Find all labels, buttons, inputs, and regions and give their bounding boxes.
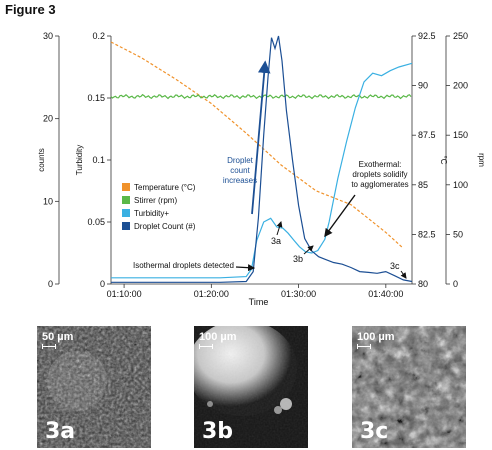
legend-swatch <box>122 196 130 204</box>
exothermal-label: droplets solidify <box>352 170 407 179</box>
x-tick-label: 01:10:00 <box>107 289 142 299</box>
x-axis-label: Time <box>249 297 269 307</box>
counts-tick-label: 20 <box>43 114 53 124</box>
micrograph-tag: 3c <box>360 419 389 444</box>
x-tick-label: 01:40:00 <box>368 289 403 299</box>
micrograph-tag: 3a <box>45 419 76 444</box>
label-3a-arrow <box>276 221 283 236</box>
stirrer-tick-label: 200 <box>453 81 468 91</box>
series-line-droplet-count <box>111 35 413 283</box>
figure-title: Figure 3 <box>5 2 56 17</box>
temperature-tick-label: 87.5 <box>418 130 436 140</box>
x-tick-label: 01:30:00 <box>281 289 316 299</box>
stirrer-tick-label: 250 <box>453 31 468 41</box>
micrograph-3c-texture <box>352 326 466 448</box>
droplet-increase-label: increases <box>223 176 257 185</box>
scale-label: 50 µm <box>42 331 74 343</box>
scale-bar <box>42 344 56 349</box>
legend-swatch <box>122 183 130 191</box>
micrograph-3b-texture <box>194 326 308 448</box>
label-3c-arrow <box>400 270 407 279</box>
exothermal-label: to agglomerates <box>351 180 408 189</box>
temperature-tick-label: 90 <box>418 81 428 91</box>
temperature-tick-label: 92.5 <box>418 31 436 41</box>
counts-axis-label: counts <box>37 148 46 172</box>
stirrer-tick-label: 100 <box>453 180 468 190</box>
turbidity-tick-label: 0.2 <box>92 31 105 41</box>
droplet-increase-arrow <box>251 60 271 215</box>
micrograph-tag: 3b <box>202 419 234 444</box>
turbidity-tick-label: 0.05 <box>87 217 105 227</box>
scale-bar <box>357 344 371 349</box>
stirrer-axis-label: rpm <box>477 153 486 167</box>
stirrer-tick-label: 150 <box>453 130 468 140</box>
legend-swatch <box>122 222 130 230</box>
turbidity-axis-label: Turbidity <box>75 145 84 175</box>
exothermal-label: Exothermal: <box>359 160 402 169</box>
label-3b: 3b <box>293 254 303 264</box>
micrograph-3c: 100 µm 3c <box>352 326 466 448</box>
turbidity-tick-label: 0 <box>100 279 105 289</box>
series-line-temperature-c <box>110 41 404 249</box>
label-3b-arrow <box>303 245 314 255</box>
micrograph-3a-texture <box>37 326 151 448</box>
droplet-increase-label: count <box>230 166 250 175</box>
label-3c: 3c <box>390 261 400 271</box>
counts-tick-label: 0 <box>48 279 53 289</box>
legend-label: Droplet Count (#) <box>134 222 196 231</box>
x-tick-label: 01:20:00 <box>194 289 229 299</box>
process-chart: 0 10 20 30 counts 0 0.05 0.1 0.15 0.2 Turbidity 80 8… <box>37 31 486 307</box>
turbidity-tick-label: 0.15 <box>87 93 105 103</box>
temperature-axis-label: °C <box>439 156 448 165</box>
label-3a: 3a <box>271 236 281 246</box>
counts-tick-label: 10 <box>43 196 53 206</box>
temperature-tick-label: 85 <box>418 180 428 190</box>
micrograph-3a: 50 µm 3a <box>37 326 151 448</box>
droplet-increase-label: Droplet <box>227 156 254 165</box>
micrograph-3b: 100 µm 3b <box>194 326 308 448</box>
scale-label: 100 µm <box>357 331 395 343</box>
legend-label: Stirrer (rpm) <box>134 196 177 205</box>
temperature-tick-label: 80 <box>418 279 428 289</box>
isothermal-label: Isothermal droplets detected <box>133 261 234 270</box>
legend-label: Temperature (°C) <box>134 183 196 192</box>
counts-tick-label: 30 <box>43 31 53 41</box>
stirrer-tick-label: 50 <box>453 229 463 239</box>
scale-bar <box>199 344 213 349</box>
legend-label: Turbidity+ <box>134 209 169 218</box>
scale-label: 100 µm <box>199 331 237 343</box>
series-line-stirrer-rpm <box>110 93 412 100</box>
legend-swatch <box>122 209 130 217</box>
isothermal-arrow <box>235 264 256 272</box>
stirrer-tick-label: 0 <box>453 279 458 289</box>
series-line-turbidity <box>111 62 413 279</box>
temperature-tick-label: 82.5 <box>418 229 436 239</box>
turbidity-tick-label: 0.1 <box>92 155 105 165</box>
exothermal-arrow <box>324 194 356 238</box>
